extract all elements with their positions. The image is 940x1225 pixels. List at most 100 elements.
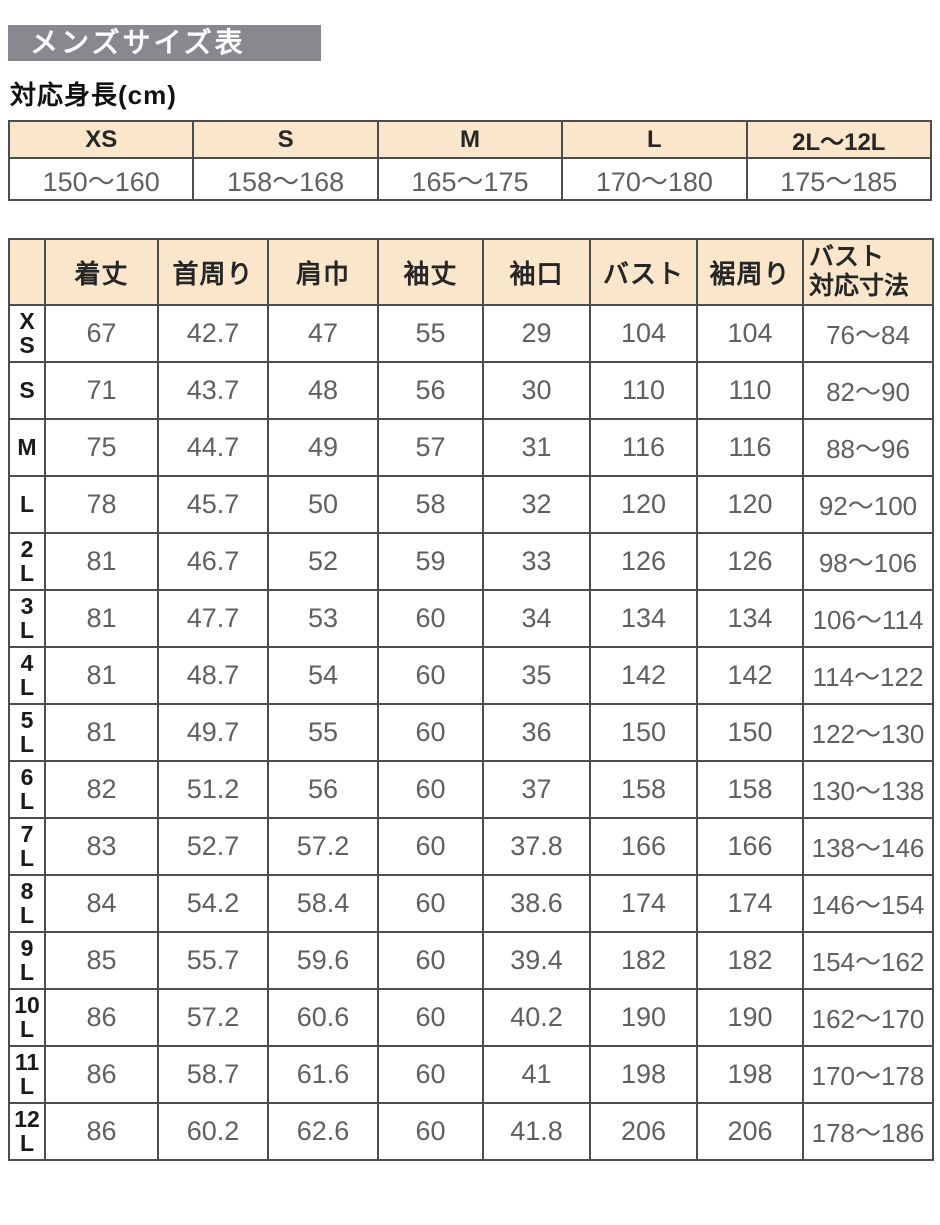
size-value-cell: 82 bbox=[44, 760, 159, 819]
table-row: L 78 45.7 50 58 32 120 120 92〜100 bbox=[8, 475, 934, 534]
height-value-cell: 158〜168 bbox=[192, 157, 379, 201]
size-value-cell: 126 bbox=[696, 532, 804, 591]
size-value-cell: 35 bbox=[482, 646, 591, 705]
size-value-cell: 60 bbox=[377, 646, 484, 705]
size-value-cell: 39.4 bbox=[482, 931, 591, 990]
size-row-label: 3 L bbox=[8, 589, 46, 648]
table-row: S 71 43.7 48 56 30 110 110 82〜90 bbox=[8, 361, 934, 420]
size-col-header: 肩巾 bbox=[267, 238, 379, 306]
size-row-label: 12 L bbox=[8, 1102, 46, 1161]
size-value-cell: 190 bbox=[589, 988, 698, 1047]
size-value-cell: 158 bbox=[589, 760, 698, 819]
size-value-cell: 60 bbox=[377, 931, 484, 990]
size-row-label: 6 L bbox=[8, 760, 46, 819]
table-row: 3 L 81 47.7 53 60 34 134 134 106〜114 bbox=[8, 589, 934, 648]
size-value-cell: 174 bbox=[589, 874, 698, 933]
table-row: 5 L 81 49.7 55 60 36 150 150 122〜130 bbox=[8, 703, 934, 762]
size-col-header: 袖口 bbox=[482, 238, 591, 306]
size-value-cell: 47 bbox=[267, 304, 379, 363]
size-value-cell: 55.7 bbox=[157, 931, 269, 990]
size-value-cell: 41.8 bbox=[482, 1102, 591, 1161]
size-value-cell: 110 bbox=[589, 361, 698, 420]
size-value-cell: 198 bbox=[696, 1045, 804, 1104]
size-value-cell: 34 bbox=[482, 589, 591, 648]
size-value-cell: 76〜84 bbox=[802, 304, 934, 363]
size-value-cell: 37.8 bbox=[482, 817, 591, 876]
size-value-cell: 62.6 bbox=[267, 1102, 379, 1161]
size-value-cell: 198 bbox=[589, 1045, 698, 1104]
size-value-cell: 98〜106 bbox=[802, 532, 934, 591]
height-table-value-row: 150〜160 158〜168 165〜175 170〜180 175〜185 bbox=[7, 157, 933, 201]
size-row-label: M bbox=[8, 418, 46, 477]
size-value-cell: 58.7 bbox=[157, 1045, 269, 1104]
size-value-cell: 116 bbox=[589, 418, 698, 477]
size-value-cell: 86 bbox=[44, 1102, 159, 1161]
size-value-cell: 50 bbox=[267, 475, 379, 534]
size-value-cell: 134 bbox=[696, 589, 804, 648]
size-value-cell: 43.7 bbox=[157, 361, 269, 420]
size-value-cell: 52.7 bbox=[157, 817, 269, 876]
size-value-cell: 92〜100 bbox=[802, 475, 934, 534]
size-value-cell: 67 bbox=[44, 304, 159, 363]
table-row: 12 L 86 60.2 62.6 60 41.8 206 206 178〜186 bbox=[8, 1102, 934, 1161]
height-col-header: S bbox=[192, 120, 379, 159]
table-row: 4 L 81 48.7 54 60 35 142 142 114〜122 bbox=[8, 646, 934, 705]
size-row-label: 10 L bbox=[8, 988, 46, 1047]
size-value-cell: 154〜162 bbox=[802, 931, 934, 990]
size-value-cell: 48.7 bbox=[157, 646, 269, 705]
height-value-cell: 170〜180 bbox=[561, 157, 748, 201]
size-value-cell: 47.7 bbox=[157, 589, 269, 648]
size-value-cell: 44.7 bbox=[157, 418, 269, 477]
size-value-cell: 81 bbox=[44, 532, 159, 591]
size-value-cell: 104 bbox=[589, 304, 698, 363]
size-value-cell: 57.2 bbox=[157, 988, 269, 1047]
table-row: 6 L 82 51.2 56 60 37 158 158 130〜138 bbox=[8, 760, 934, 819]
size-value-cell: 40.2 bbox=[482, 988, 591, 1047]
size-value-cell: 83 bbox=[44, 817, 159, 876]
height-col-header: M bbox=[376, 120, 564, 159]
size-row-label: 8 L bbox=[8, 874, 46, 933]
size-row-label: X S bbox=[8, 304, 46, 363]
size-value-cell: 142 bbox=[696, 646, 804, 705]
size-value-cell: 190 bbox=[696, 988, 804, 1047]
size-value-cell: 106〜114 bbox=[802, 589, 934, 648]
size-value-cell: 182 bbox=[696, 931, 804, 990]
height-table-header-row: XS S M L 2L〜12L bbox=[7, 120, 933, 159]
height-table: XS S M L 2L〜12L 150〜160 158〜168 165〜175 170〜180… bbox=[7, 120, 933, 201]
size-value-cell: 60 bbox=[377, 703, 484, 762]
height-col-header: 2L〜12L bbox=[745, 120, 933, 159]
size-value-cell: 178〜186 bbox=[802, 1102, 934, 1161]
size-value-cell: 60 bbox=[377, 874, 484, 933]
size-value-cell: 166 bbox=[589, 817, 698, 876]
table-row: X S 67 42.7 47 55 29 104 104 76〜84 bbox=[8, 304, 934, 363]
size-value-cell: 33 bbox=[482, 532, 591, 591]
size-value-cell: 59.6 bbox=[267, 931, 379, 990]
size-value-cell: 60 bbox=[377, 817, 484, 876]
size-value-cell: 81 bbox=[44, 703, 159, 762]
size-value-cell: 59 bbox=[377, 532, 484, 591]
size-value-cell: 51.2 bbox=[157, 760, 269, 819]
size-value-cell: 150 bbox=[589, 703, 698, 762]
size-value-cell: 61.6 bbox=[267, 1045, 379, 1104]
size-value-cell: 52 bbox=[267, 532, 379, 591]
size-row-label: 9 L bbox=[8, 931, 46, 990]
size-value-cell: 38.6 bbox=[482, 874, 591, 933]
size-value-cell: 36 bbox=[482, 703, 591, 762]
size-chart-page: メンズサイズ表 対応身長(cm) XS S M L 2L〜12L 150〜160 158〜… bbox=[0, 25, 940, 1161]
size-row-label: S bbox=[8, 361, 46, 420]
size-value-cell: 31 bbox=[482, 418, 591, 477]
size-value-cell: 58 bbox=[377, 475, 484, 534]
size-value-cell: 134 bbox=[589, 589, 698, 648]
table-row: 10 L 86 57.2 60.6 60 40.2 190 190 162〜170 bbox=[8, 988, 934, 1047]
size-value-cell: 55 bbox=[267, 703, 379, 762]
size-row-label: L bbox=[8, 475, 46, 534]
size-value-cell: 158 bbox=[696, 760, 804, 819]
size-value-cell: 58.4 bbox=[267, 874, 379, 933]
size-col-header: 裾周り bbox=[696, 238, 804, 306]
size-col-header: 袖丈 bbox=[377, 238, 484, 306]
size-value-cell: 114〜122 bbox=[802, 646, 934, 705]
size-value-cell: 29 bbox=[482, 304, 591, 363]
size-value-cell: 54 bbox=[267, 646, 379, 705]
size-col-header: バスト 対応寸法 bbox=[802, 238, 934, 306]
table-row: 2 L 81 46.7 52 59 33 126 126 98〜106 bbox=[8, 532, 934, 591]
